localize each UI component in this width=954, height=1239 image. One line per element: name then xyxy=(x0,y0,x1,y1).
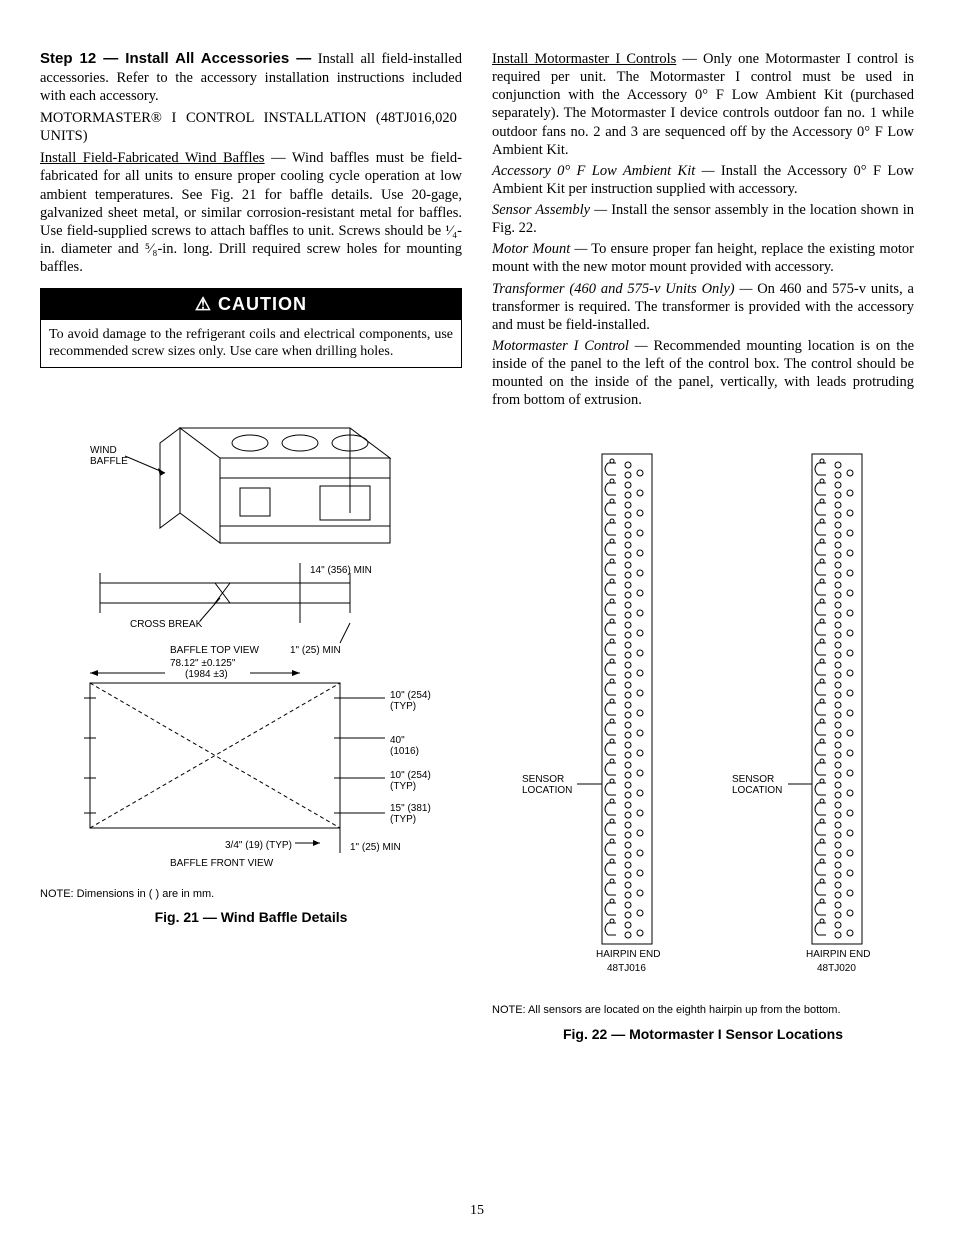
fig22-svg: SENSOR LOCATION SENSOR LOCATION HAIRPIN … xyxy=(492,444,912,1004)
sensor-para: Sensor Assembly — Install the sensor ass… xyxy=(492,201,914,237)
svg-text:10" (254): 10" (254) xyxy=(390,770,431,781)
svg-text:(1984 ±3): (1984 ±3) xyxy=(185,669,228,680)
label-34: 3/4" (19) (TYP) xyxy=(225,840,292,851)
fig22-note: NOTE: All sensors are located on the eig… xyxy=(492,1004,914,1018)
sensor-head: Sensor Assembly — xyxy=(492,202,607,218)
acc-para: Accessory 0° F Low Ambient Kit — Install… xyxy=(492,162,914,198)
mm-para: Install Motormaster I Controls — Only on… xyxy=(492,50,914,159)
label-model-a: 48TJ016 xyxy=(607,963,646,974)
svg-text:SENSOR: SENSOR xyxy=(522,774,564,785)
label-hairpin-a: HAIRPIN END xyxy=(596,949,660,960)
baffle-body: — Wind baffles must be field-fabricated … xyxy=(40,150,462,275)
svg-text:40": 40" xyxy=(390,735,405,746)
caution-box: ⚠ CAUTION To avoid damage to the refrige… xyxy=(40,288,462,368)
step12-para: Step 12 — Install All Accessories — Inst… xyxy=(40,50,462,105)
label-wind-baffle: WIND xyxy=(90,445,117,456)
svg-text:78.12" ±0.125": 78.12" ±0.125" xyxy=(170,658,236,669)
mm-head: Install Motormaster I Controls xyxy=(492,51,676,67)
fig21-note: NOTE: Dimensions in ( ) are in mm. xyxy=(40,888,462,902)
label-hairpin-b: HAIRPIN END xyxy=(806,949,870,960)
fig21-caption: Fig. 21 — Wind Baffle Details xyxy=(40,909,462,927)
motormaster-line: MOTORMASTER® I CONTROL INSTALLATION (48T… xyxy=(40,109,462,145)
label-cross-break: CROSS BREAK xyxy=(130,619,203,630)
page-number: 15 xyxy=(0,1203,954,1219)
label-model-b: 48TJ020 xyxy=(817,963,856,974)
fig21-area: WIND BAFFLE 14" (356) MIN CROSS BREA xyxy=(40,398,462,927)
svg-text:(1016): (1016) xyxy=(390,746,419,757)
svg-text:LOCATION: LOCATION xyxy=(522,785,572,796)
svg-text:15" (381): 15" (381) xyxy=(390,803,431,814)
step12-head: Step 12 — Install All Accessories — xyxy=(40,50,311,67)
svg-text:(TYP): (TYP) xyxy=(390,781,416,792)
motor-para: Motor Mount — To ensure proper fan heigh… xyxy=(492,240,914,276)
svg-text:(TYP): (TYP) xyxy=(390,701,416,712)
label-1in-b: 1" (25) MIN xyxy=(350,842,401,853)
label-front-view: BAFFLE FRONT VIEW xyxy=(170,858,274,869)
baffle-para: Install Field-Fabricated Wind Baffles — … xyxy=(40,149,462,276)
fig21-svg: WIND BAFFLE 14" (356) MIN CROSS BREA xyxy=(40,398,460,888)
trans-head: Transformer (460 and 575-v Units Only) — xyxy=(492,281,752,297)
svg-text:BAFFLE: BAFFLE xyxy=(90,456,128,467)
fig22-area: SENSOR LOCATION SENSOR LOCATION HAIRPIN … xyxy=(492,444,914,1043)
caution-title: ⚠ CAUTION xyxy=(41,289,461,320)
acc-head: Accessory 0° F Low Ambient Kit — xyxy=(492,163,715,179)
baffle-head: Install Field-Fabricated Wind Baffles xyxy=(40,150,265,166)
mmc-head: Motormaster I Control — xyxy=(492,338,648,354)
label-14in: 14" (356) MIN xyxy=(310,565,372,576)
label-top-view: BAFFLE TOP VIEW xyxy=(170,645,259,656)
svg-text:10" (254): 10" (254) xyxy=(390,690,431,701)
trans-para: Transformer (460 and 575-v Units Only) —… xyxy=(492,280,914,334)
fig22-caption: Fig. 22 — Motormaster I Sensor Locations xyxy=(492,1026,914,1044)
caution-body: To avoid damage to the refrigerant coils… xyxy=(41,320,461,367)
label-1in-a: 1" (25) MIN xyxy=(290,645,341,656)
svg-text:SENSOR: SENSOR xyxy=(732,774,774,785)
mmc-para: Motormaster I Control — Recommended moun… xyxy=(492,337,914,410)
motor-head: Motor Mount — xyxy=(492,241,587,257)
svg-text:LOCATION: LOCATION xyxy=(732,785,782,796)
svg-text:(TYP): (TYP) xyxy=(390,814,416,825)
